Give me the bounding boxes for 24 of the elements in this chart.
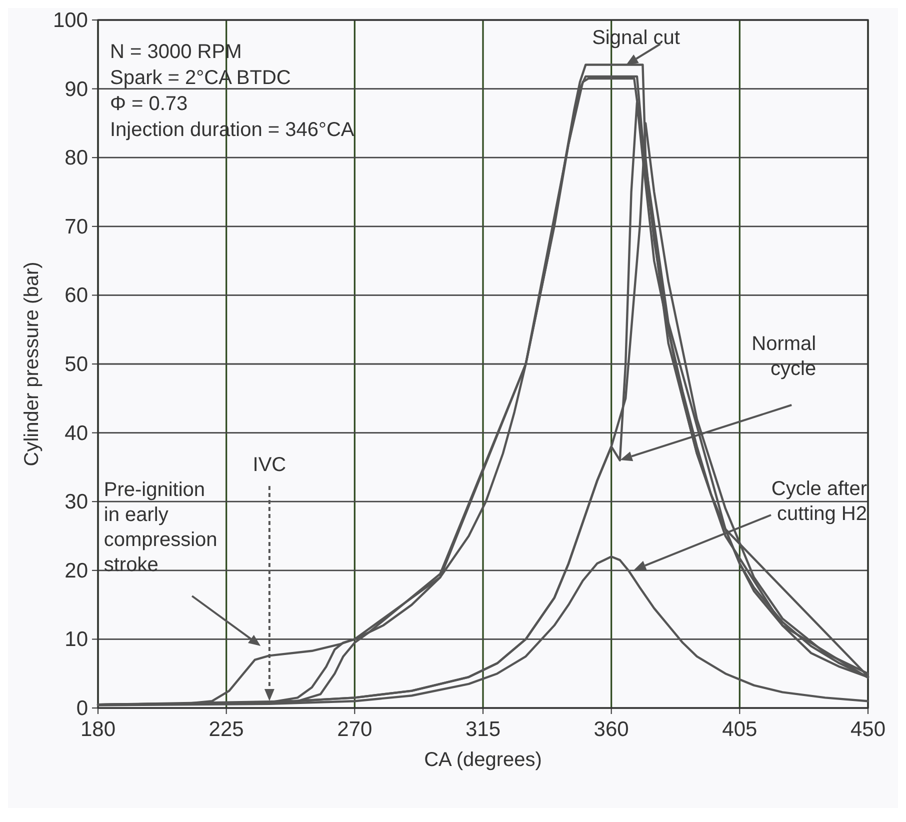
x-tick-label: 405 (722, 718, 758, 741)
x-tick-label: 180 (80, 718, 116, 741)
y-tick-label: 50 (64, 353, 88, 376)
x-tick-label: 270 (337, 718, 372, 741)
y-tick-label: 80 (64, 146, 88, 170)
x-tick-label: 315 (465, 718, 501, 741)
annotation: Φ = 0.73 (110, 93, 188, 115)
x-tick-label: 225 (208, 718, 244, 741)
y-axis-title: Cylinder pressure (bar) (21, 262, 43, 466)
y-tick-label: 100 (52, 9, 88, 32)
annotation: IVC (252, 454, 286, 476)
y-tick-label: 20 (64, 559, 88, 582)
y-tick-label: 60 (64, 284, 88, 308)
annotation: Normal cycle (752, 333, 816, 380)
annotation: Cycle after cutting H2 (771, 478, 868, 525)
x-tick-label: 450 (850, 718, 886, 741)
x-axis-title: CA (degrees) (424, 749, 542, 771)
x-tick-label: 360 (594, 718, 629, 741)
y-tick-label: 90 (64, 78, 88, 101)
y-tick-label: 10 (64, 628, 88, 652)
y-tick-label: 30 (64, 490, 88, 514)
y-tick-label: 70 (64, 215, 88, 238)
y-tick-label: 40 (64, 422, 88, 445)
y-tick-label: 0 (76, 697, 88, 720)
